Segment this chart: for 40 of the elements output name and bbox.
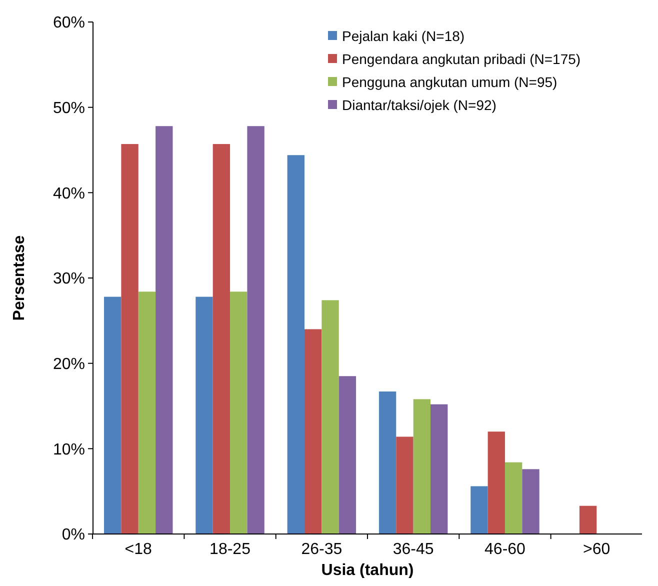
bar xyxy=(322,300,339,534)
bar xyxy=(430,404,448,534)
bar xyxy=(504,462,522,534)
legend-label: Pengguna angkutan umum (N=95) xyxy=(342,74,558,90)
bar xyxy=(104,296,122,534)
bar xyxy=(212,144,230,534)
x-axis-title: Usia (tahun) xyxy=(321,562,414,579)
y-tick-label: 0% xyxy=(62,526,85,544)
bar xyxy=(413,399,431,534)
bar xyxy=(196,296,213,534)
bar xyxy=(247,126,264,534)
y-tick-label: 10% xyxy=(52,441,85,458)
bar xyxy=(156,126,173,534)
bar xyxy=(138,292,156,534)
bar xyxy=(287,155,304,534)
x-tick-label: 26-35 xyxy=(301,541,342,558)
bar xyxy=(396,436,414,534)
x-tick-label: 18-25 xyxy=(210,541,251,558)
bar xyxy=(121,144,138,534)
y-tick-label: 30% xyxy=(52,270,85,288)
y-tick-label: 50% xyxy=(52,100,85,117)
x-tick-label: <18 xyxy=(124,541,152,558)
bar xyxy=(338,376,356,534)
y-tick-label: 40% xyxy=(52,185,85,202)
bar xyxy=(378,391,396,534)
x-tick-label: 46-60 xyxy=(484,541,526,558)
y-tick-label: 60% xyxy=(52,14,85,32)
legend-label: Pengendara angkutan pribadi (N=175) xyxy=(342,50,581,67)
bar xyxy=(488,432,505,534)
y-axis-title: Persentase xyxy=(11,235,28,321)
y-tick-label: 20% xyxy=(52,356,85,373)
legend-label: Diantar/taksi/ojek (N=92) xyxy=(342,96,496,113)
x-tick-label: >60 xyxy=(583,541,610,558)
legend-label: Pejalan kaki (N=18) xyxy=(342,28,465,44)
bar xyxy=(522,469,540,534)
bar xyxy=(470,486,488,534)
bar xyxy=(304,329,322,534)
bar xyxy=(230,292,248,534)
x-tick-label: 36-45 xyxy=(392,541,434,558)
bar xyxy=(579,506,597,534)
